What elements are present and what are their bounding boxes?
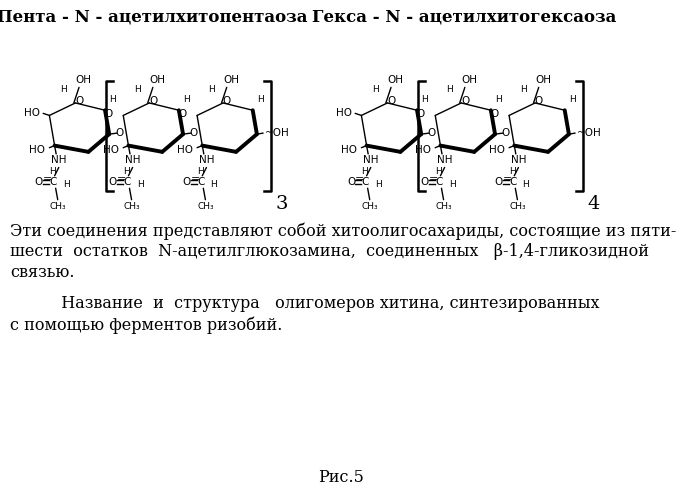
Text: H: H — [137, 180, 143, 189]
Text: C: C — [197, 177, 205, 187]
Text: =: = — [502, 174, 512, 184]
Text: =: = — [42, 174, 52, 184]
Text: HO: HO — [24, 108, 40, 118]
Text: O: O — [490, 110, 499, 120]
Text: Название  и  структура   олигомеров хитина, синтезированных: Название и структура олигомеров хитина, … — [10, 296, 600, 312]
Text: CH₃: CH₃ — [49, 202, 66, 211]
Text: HO: HO — [336, 108, 352, 118]
Text: O: O — [494, 177, 503, 187]
Text: C: C — [124, 177, 131, 187]
Text: NH: NH — [199, 155, 214, 165]
Text: O: O — [501, 128, 510, 138]
Text: =: = — [191, 174, 199, 184]
Text: HO: HO — [103, 145, 119, 155]
Text: O: O — [75, 96, 83, 106]
Text: H: H — [520, 86, 527, 94]
Text: H: H — [49, 168, 56, 176]
Text: H: H — [361, 168, 368, 176]
Text: HO: HO — [489, 145, 505, 155]
Text: O: O — [417, 110, 425, 120]
Text: Рис.5: Рис.5 — [318, 469, 364, 486]
Text: с помощью ферментов ризобий.: с помощью ферментов ризобий. — [10, 316, 282, 334]
Text: H: H — [569, 95, 576, 104]
Text: NH: NH — [511, 155, 526, 165]
Text: H: H — [372, 86, 379, 94]
Text: H: H — [449, 180, 456, 189]
Text: O: O — [421, 177, 429, 187]
Text: Пента - N - ацетилхитопентаоза: Пента - N - ацетилхитопентаоза — [0, 8, 307, 25]
Text: O: O — [35, 177, 43, 187]
Text: O: O — [115, 128, 124, 138]
Text: O: O — [387, 96, 395, 106]
Text: ~OH: ~OH — [577, 128, 602, 138]
Text: CH₃: CH₃ — [123, 202, 140, 211]
Text: связью.: связью. — [10, 264, 74, 281]
Text: C: C — [362, 177, 370, 187]
Text: O: O — [109, 177, 117, 187]
Text: H: H — [421, 95, 428, 104]
Text: H: H — [63, 180, 70, 189]
Text: 3: 3 — [275, 196, 288, 214]
Text: H: H — [134, 86, 141, 94]
Text: ~OH: ~OH — [265, 128, 290, 138]
Text: NH: NH — [125, 155, 140, 165]
Text: Эти соединения представляют собой хитоолигосахариды, состоящие из пяти-: Эти соединения представляют собой хитоол… — [10, 222, 676, 240]
Text: C: C — [50, 177, 57, 187]
Text: HO: HO — [29, 145, 45, 155]
Text: O: O — [461, 96, 469, 106]
Text: O: O — [347, 177, 355, 187]
Text: шести  остатков  N-ацетилглюкозамина,  соединенных   β-1,4-гликозидной: шести остатков N-ацетилглюкозамина, соед… — [10, 243, 649, 260]
Text: O: O — [104, 110, 113, 120]
Text: CH₃: CH₃ — [435, 202, 452, 211]
Text: O: O — [149, 96, 157, 106]
Text: H: H — [522, 180, 529, 189]
Text: OH: OH — [461, 75, 477, 85]
Text: HO: HO — [342, 145, 357, 155]
Text: O: O — [178, 110, 186, 120]
Text: H: H — [257, 95, 264, 104]
Text: NH: NH — [51, 155, 66, 165]
Text: NH: NH — [437, 155, 452, 165]
Text: =: = — [428, 174, 438, 184]
Text: H: H — [60, 86, 67, 94]
Text: OH: OH — [535, 75, 551, 85]
Text: NH: NH — [363, 155, 378, 165]
Text: H: H — [210, 180, 217, 189]
Text: OH: OH — [75, 75, 92, 85]
Text: O: O — [189, 128, 197, 138]
Text: H: H — [183, 95, 190, 104]
Text: O: O — [223, 96, 231, 106]
Text: H: H — [375, 180, 382, 189]
Text: O: O — [535, 96, 543, 106]
Text: HO: HO — [415, 145, 431, 155]
Text: C: C — [510, 177, 517, 187]
Text: H: H — [435, 168, 442, 176]
Text: 4: 4 — [587, 196, 600, 214]
Text: OH: OH — [387, 75, 403, 85]
Text: =: = — [354, 174, 364, 184]
Text: CH₃: CH₃ — [361, 202, 378, 211]
Text: OH: OH — [223, 75, 239, 85]
Text: O: O — [182, 177, 191, 187]
Text: CH₃: CH₃ — [197, 202, 214, 211]
Text: H: H — [446, 86, 453, 94]
Text: =: = — [117, 174, 126, 184]
Text: H: H — [109, 95, 116, 104]
Text: O: O — [428, 128, 436, 138]
Text: H: H — [208, 86, 214, 94]
Text: CH₃: CH₃ — [509, 202, 526, 211]
Text: H: H — [495, 95, 502, 104]
Text: C: C — [436, 177, 443, 187]
Text: OH: OH — [149, 75, 165, 85]
Text: H: H — [123, 168, 130, 176]
Text: H: H — [509, 168, 516, 176]
Text: H: H — [197, 168, 204, 176]
Text: HO: HO — [177, 145, 193, 155]
Text: Гекса - N - ацетилхитогексаоза: Гекса - N - ацетилхитогексаоза — [311, 8, 616, 25]
